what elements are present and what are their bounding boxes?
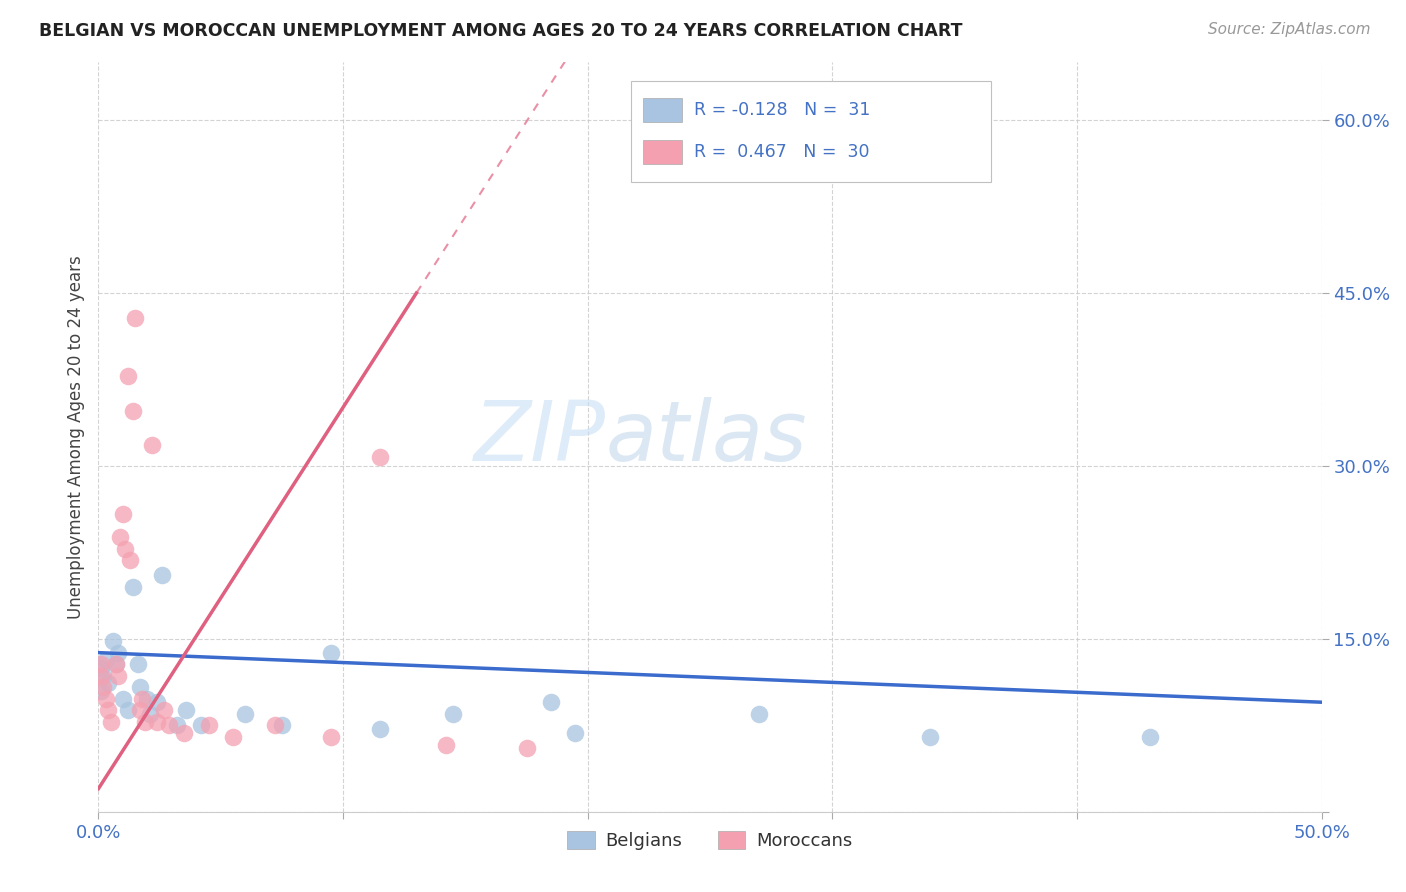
Point (150, 568, 173, 582)
Point (111, 508, 134, 522)
Point (90, 657, 112, 672)
Point (90, 660, 112, 674)
Point (94, 691, 117, 706)
Point (124, 311, 146, 326)
Point (129, 703, 152, 717)
Point (91, 680, 114, 694)
Point (120, 553, 142, 567)
FancyBboxPatch shape (643, 140, 682, 164)
Text: Source: ZipAtlas.com: Source: ZipAtlas.com (1208, 22, 1371, 37)
Point (97, 675, 120, 690)
Point (270, 718, 294, 732)
Point (920, 730, 942, 744)
Point (368, 722, 391, 736)
Point (107, 669, 129, 683)
Text: BELGIAN VS MOROCCAN UNEMPLOYMENT AMONG AGES 20 TO 24 YEARS CORRELATION CHART: BELGIAN VS MOROCCAN UNEMPLOYMENT AMONG A… (39, 22, 963, 40)
Point (748, 706, 770, 721)
Point (129, 680, 152, 694)
Point (263, 718, 285, 732)
Point (136, 691, 159, 706)
Point (114, 541, 136, 556)
Point (434, 738, 457, 752)
Point (127, 657, 149, 672)
Point (190, 718, 212, 732)
Point (131, 691, 153, 706)
Point (100, 714, 122, 729)
Point (1139, 730, 1161, 744)
Point (107, 646, 129, 660)
FancyBboxPatch shape (643, 97, 682, 121)
Point (139, 706, 162, 721)
Point (146, 695, 169, 709)
Point (90, 683, 112, 698)
Point (153, 703, 176, 717)
Point (90, 669, 112, 683)
Point (110, 530, 132, 544)
Point (94, 652, 117, 666)
Point (368, 450, 391, 464)
Point (121, 403, 143, 417)
Point (141, 438, 163, 452)
Point (157, 718, 180, 732)
Point (134, 714, 156, 729)
Point (515, 741, 537, 756)
Point (111, 691, 134, 706)
Point (808, 119, 831, 133)
Point (222, 730, 245, 744)
Point (101, 634, 124, 648)
Text: ZIP: ZIP (474, 397, 606, 477)
Point (233, 706, 256, 721)
Point (117, 369, 139, 384)
Point (146, 714, 169, 729)
Point (441, 706, 464, 721)
Point (319, 730, 342, 744)
Point (117, 703, 139, 717)
Point (97, 703, 120, 717)
Point (564, 726, 586, 740)
Point (319, 646, 342, 660)
Y-axis label: Unemployment Among Ages 20 to 24 years: Unemployment Among Ages 20 to 24 years (66, 255, 84, 619)
Point (166, 718, 188, 732)
FancyBboxPatch shape (630, 81, 991, 182)
Point (91, 669, 114, 683)
Text: R = -0.128   N =  31: R = -0.128 N = 31 (695, 101, 870, 119)
Text: atlas: atlas (606, 397, 807, 477)
Text: R =  0.467   N =  30: R = 0.467 N = 30 (695, 144, 870, 161)
Point (173, 726, 195, 740)
Legend: Belgians, Moroccans: Belgians, Moroccans (558, 822, 862, 859)
Point (104, 657, 127, 672)
Point (121, 580, 143, 594)
Point (540, 695, 562, 709)
Point (104, 657, 127, 672)
Point (197, 718, 219, 732)
Point (176, 703, 198, 717)
